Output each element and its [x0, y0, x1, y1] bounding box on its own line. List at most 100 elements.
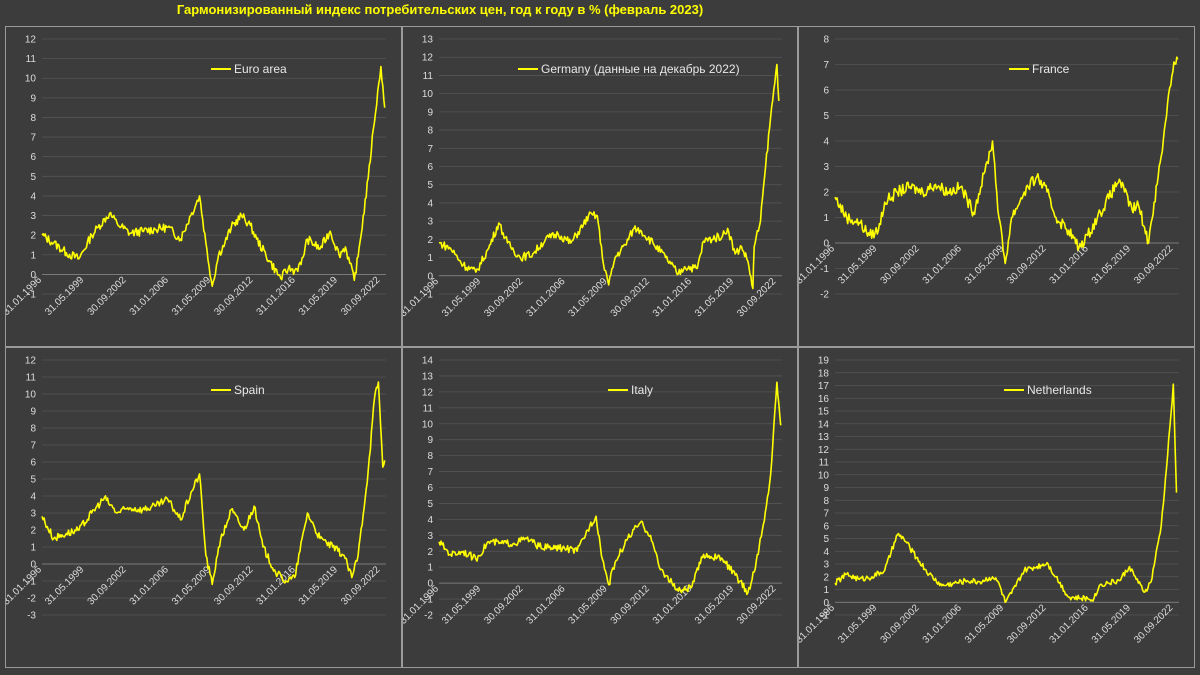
y-tick-label: -1 [424, 290, 433, 301]
x-tick-label: 31.01.2016 [255, 274, 298, 317]
y-tick-label: 0 [30, 560, 36, 571]
y-tick-label: 1 [427, 563, 433, 574]
series-line [834, 56, 1179, 265]
y-tick-label: 10 [422, 89, 434, 100]
x-tick-label: 31.01.2006 [128, 564, 171, 607]
y-tick-label: 11 [26, 373, 37, 384]
y-tick-label: 9 [30, 407, 36, 418]
x-tick-label: 30.09.2002 [879, 243, 922, 286]
y-tick-label: 13 [818, 432, 830, 443]
x-tick-label: 31.05.2019 [297, 274, 340, 317]
y-tick-label: 18 [818, 368, 830, 379]
x-tick-label: 31.01.2016 [1048, 243, 1091, 286]
y-tick-label: 2 [427, 547, 433, 558]
y-tick-label: -1 [820, 264, 829, 275]
y-tick-label: 6 [823, 86, 829, 97]
x-tick-label: 31.05.2019 [693, 276, 736, 319]
x-tick-label: 31.01.1996 [6, 564, 44, 607]
y-tick-label: -2 [27, 594, 36, 605]
y-tick-label: 9 [427, 107, 433, 118]
series-line [438, 381, 782, 596]
x-tick-label: 31.05.1999 [836, 243, 879, 286]
x-tick-label: 30.09.2022 [1132, 602, 1175, 645]
y-tick-label: 4 [427, 198, 433, 209]
y-tick-label: 11 [819, 458, 830, 469]
y-tick-label: 5 [427, 180, 433, 191]
y-tick-label: 9 [823, 483, 829, 494]
x-tick-label: 31.01.2006 [921, 243, 964, 286]
y-tick-label: -1 [27, 577, 36, 588]
x-tick-label: 30.09.2022 [1132, 243, 1175, 286]
x-tick-label: 30.09.2012 [212, 274, 255, 317]
y-tick-label: 19 [818, 356, 830, 367]
y-tick-label: -3 [27, 611, 36, 622]
x-tick-label: 31.05.1999 [440, 583, 483, 626]
chart-panel-france: -2 -1 0 1 2 3 4 5 6 7 8 31.01.1996 31.05.1999 30.09.2… [798, 26, 1195, 347]
y-tick-label: 0 [823, 239, 829, 250]
y-tick-label: 0 [427, 579, 433, 590]
y-tick-label: 8 [30, 113, 36, 124]
x-tick-label: 30.09.2012 [1005, 243, 1048, 286]
x-tick-label: 31.01.1996 [799, 243, 837, 286]
y-tick-label: 3 [427, 531, 433, 542]
y-tick-label: 17 [818, 381, 830, 392]
y-tick-label: 2 [823, 572, 829, 583]
y-tick-label: 14 [422, 356, 434, 367]
y-tick-label: 7 [427, 144, 433, 155]
x-tick-label: 31.01.1996 [799, 602, 837, 645]
y-tick-label: 8 [427, 126, 433, 137]
y-tick-label: 8 [823, 35, 829, 46]
x-tick-label: 31.05.2009 [170, 564, 213, 607]
x-tick-label: 30.09.2022 [339, 564, 382, 607]
legend-label: Spain [234, 383, 265, 397]
x-tick-label: 31.05.2019 [693, 583, 736, 626]
y-tick-label: 7 [30, 133, 36, 144]
legend-label: Italy [631, 383, 653, 397]
y-tick-label: 1 [823, 585, 829, 596]
chart-panel-italy: -2 -1 0 1 2 3 4 5 6 7 8 9 10 11 12 13 14 31.01.1996 31.05.… [402, 347, 798, 668]
x-tick-label: 31.05.1999 [43, 564, 86, 607]
series-line [438, 63, 780, 290]
y-tick-label: 7 [823, 509, 829, 520]
x-tick-label: 30.09.2012 [609, 583, 652, 626]
charts-grid: -1 0 1 2 3 4 5 6 7 8 9 10 11 12 31.01.1996 31.05.1999 30… [5, 26, 1195, 670]
x-tick-label: 31.01.2006 [524, 583, 567, 626]
x-tick-label: 30.09.2002 [482, 276, 525, 319]
x-tick-label: 31.01.1996 [6, 274, 44, 317]
y-tick-label: 2 [427, 235, 433, 246]
y-tick-label: 12 [25, 35, 37, 46]
x-tick-label: 30.09.2022 [735, 583, 778, 626]
y-tick-label: 12 [818, 445, 830, 456]
y-tick-label: 4 [30, 492, 36, 503]
y-tick-label: 2 [823, 188, 829, 199]
y-tick-label: 1 [30, 543, 36, 554]
chart-panel-germany: -1 0 1 2 3 4 5 6 7 8 9 10 11 12 13 31.01.1996 31.05.1999… [402, 26, 798, 347]
y-tick-label: 10 [25, 390, 37, 401]
series-line [41, 381, 386, 586]
x-tick-label: 30.09.2012 [212, 564, 255, 607]
x-tick-label: 31.01.1996 [403, 276, 441, 319]
y-tick-label: 4 [427, 515, 433, 526]
y-tick-label: 3 [823, 560, 829, 571]
y-tick-label: 3 [823, 162, 829, 173]
y-tick-label: -2 [820, 290, 829, 301]
x-tick-label: 31.01.2006 [524, 276, 567, 319]
y-tick-label: 4 [30, 191, 36, 202]
y-tick-label: 6 [427, 162, 433, 173]
x-tick-label: 30.09.2012 [1005, 602, 1048, 645]
y-tick-label: 5 [427, 499, 433, 510]
x-tick-label: 31.01.2006 [921, 602, 964, 645]
line-chart-netherlands: -101234567891011121314151617181931.01.19… [799, 356, 1179, 646]
y-tick-label: 3 [427, 217, 433, 228]
x-tick-label: 31.05.2009 [963, 602, 1006, 645]
x-tick-label: 31.05.2019 [297, 564, 340, 607]
line-chart-germany: -101234567891011121331.01.199631.05.1999… [403, 35, 782, 319]
y-tick-label: 5 [823, 534, 829, 545]
y-tick-label: 5 [30, 172, 36, 183]
y-tick-label: 13 [422, 371, 434, 382]
y-tick-label: 1 [823, 213, 829, 224]
chart-panel-spain: -3 -2 -1 0 1 2 3 4 5 6 7 8 9 10 11 12 31.01.1996 31.05.19… [5, 347, 402, 668]
y-tick-label: 2 [30, 231, 36, 242]
x-tick-label: 31.01.2006 [128, 274, 171, 317]
